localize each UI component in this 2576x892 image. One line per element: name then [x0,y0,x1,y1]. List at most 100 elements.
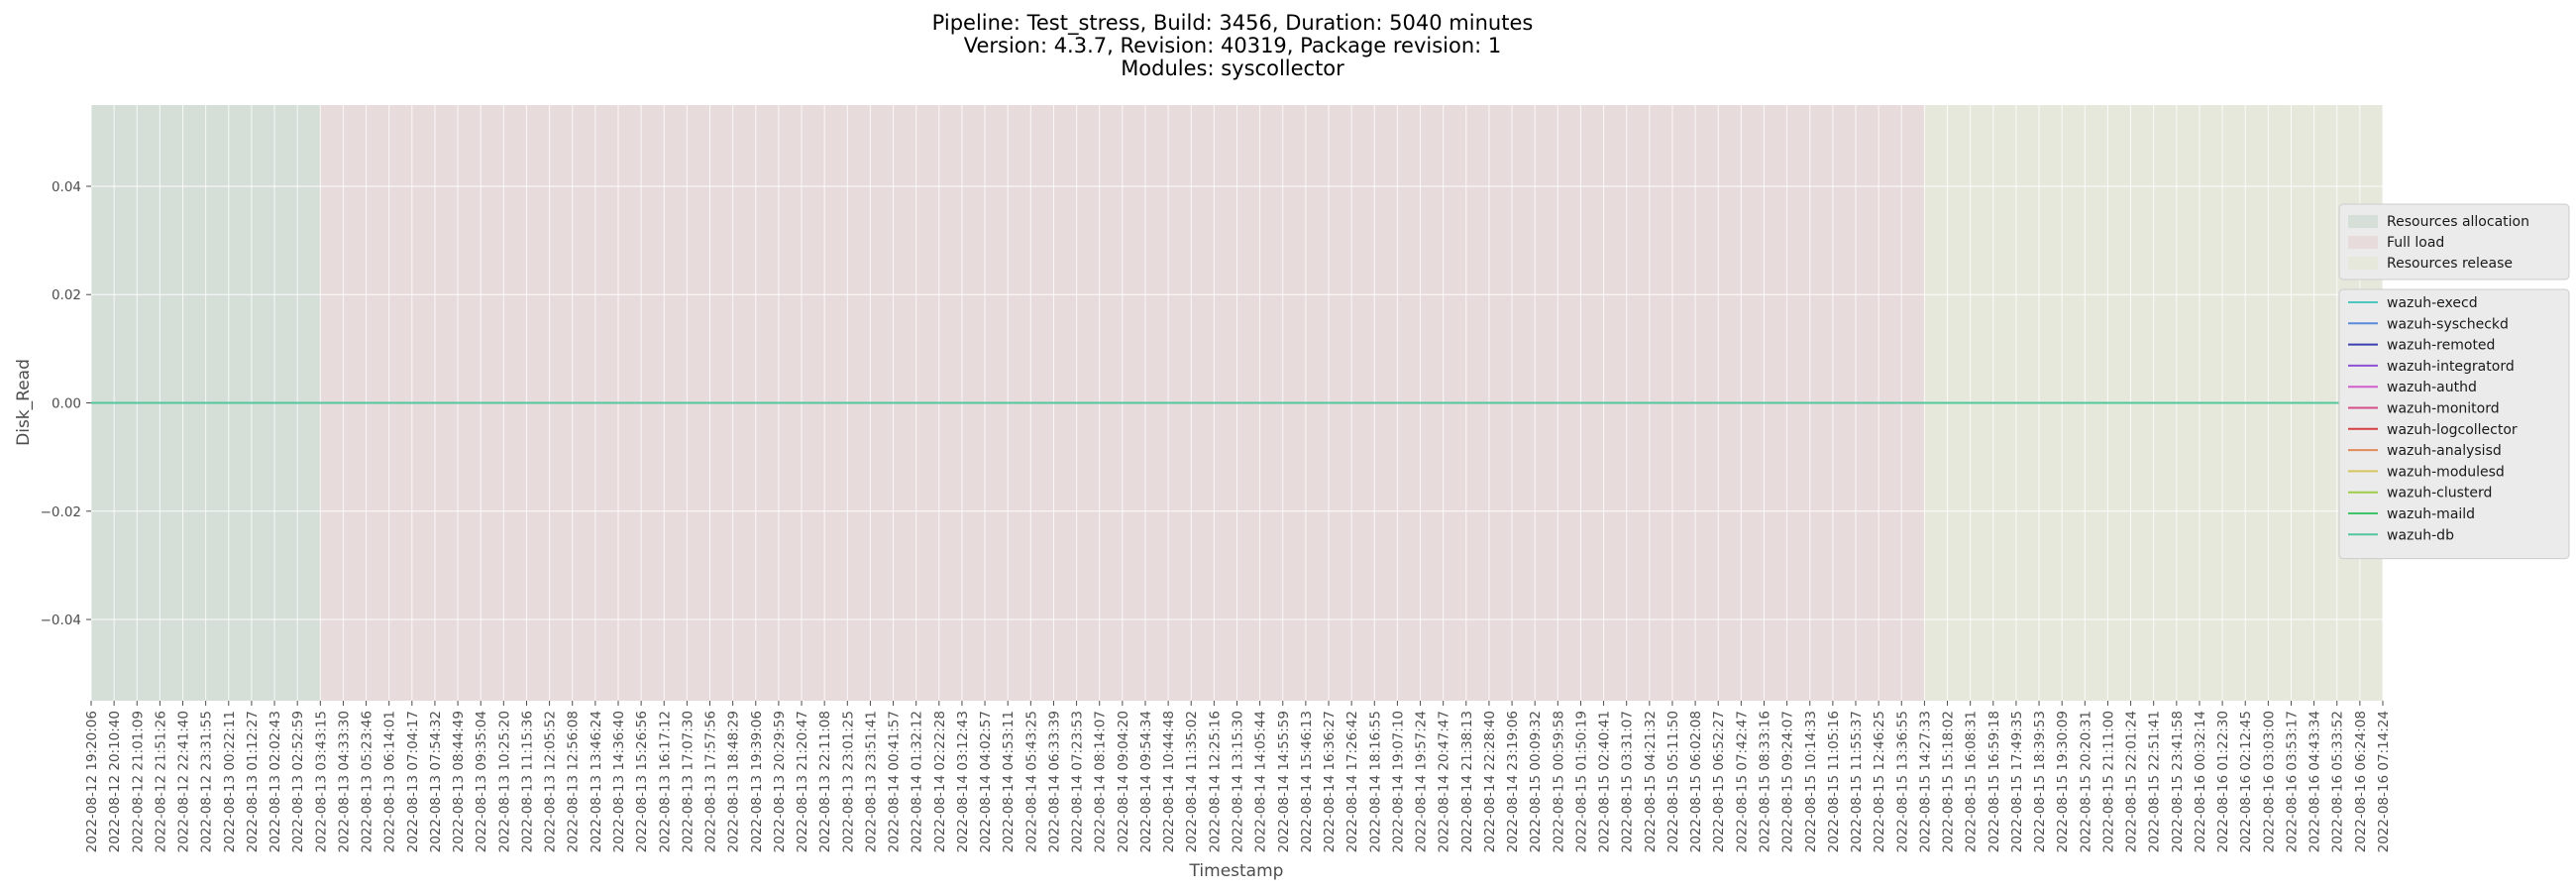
x-tick-label: 2022-08-13 19:39:06 [749,711,765,852]
x-tick-label: 2022-08-14 01:32:12 [910,711,925,852]
title-line-1: Pipeline: Test_stress, Build: 3456, Dura… [932,11,1534,36]
x-tick-label: 2022-08-15 22:01:24 [2124,711,2140,852]
x-tick-label: 2022-08-13 05:23:46 [360,711,376,852]
x-tick-label: 2022-08-13 16:17:12 [657,711,673,852]
x-tick-label: 2022-08-16 06:24:08 [2353,711,2369,852]
x-tick-label: 2022-08-14 21:38:13 [1459,711,1475,852]
x-tick-label: 2022-08-14 14:55:59 [1276,711,1292,852]
x-tick-label: 2022-08-12 21:51:26 [153,711,168,852]
x-tick-label: 2022-08-13 01:12:27 [245,711,261,852]
x-tick-label: 2022-08-15 12:46:25 [1872,711,1887,852]
x-tick-label: 2022-08-15 21:11:00 [2100,711,2116,852]
x-tick-label: 2022-08-14 07:23:53 [1070,711,1086,852]
x-axis-label: Timestamp [1189,861,1284,881]
x-tick-label: 2022-08-13 07:04:17 [405,711,421,852]
x-tick-label: 2022-08-15 05:11:50 [1665,711,1681,852]
legend-series-label: wazuh-integratord [2387,359,2515,375]
x-tick-label: 2022-08-13 12:05:52 [543,711,559,852]
legend-series-label: wazuh-execd [2387,295,2478,311]
x-tick-label: 2022-08-14 19:07:10 [1390,711,1406,852]
legend-phase-label: Full load [2387,235,2444,251]
x-tick-label: 2022-08-15 16:59:18 [1986,711,2002,852]
x-tick-label: 2022-08-13 13:46:24 [589,711,604,852]
x-tick-label: 2022-08-14 11:35:02 [1184,711,1200,852]
x-tick-label: 2022-08-14 13:15:30 [1231,711,1246,852]
x-tick-label: 2022-08-12 22:41:40 [176,711,192,852]
legend-phase-swatch [2348,257,2378,270]
x-tick-label: 2022-08-13 10:25:20 [496,711,512,852]
x-tick-label: 2022-08-13 23:01:25 [840,711,856,852]
x-tick-label: 2022-08-15 09:24:07 [1780,711,1796,852]
x-tick-label: 2022-08-14 18:16:55 [1367,711,1383,852]
x-tick-label: 2022-08-12 19:20:06 [84,711,100,852]
x-axis-ticks: 2022-08-12 19:20:06 2022-08-12 20:10:40 20… [84,701,2392,852]
x-tick-label: 2022-08-14 10:44:48 [1161,711,1177,852]
title-line-2: Version: 4.3.7, Revision: 40319, Package… [964,34,1502,57]
x-tick-label: 2022-08-15 03:31:07 [1620,711,1636,852]
x-tick-label: 2022-08-15 00:59:58 [1551,711,1566,852]
x-tick-label: 2022-08-14 22:28:40 [1482,711,1498,852]
x-tick-label: 2022-08-16 04:43:34 [2308,711,2323,852]
x-tick-label: 2022-08-15 04:21:32 [1643,711,1659,852]
x-tick-label: 2022-08-13 11:15:36 [519,711,535,852]
x-tick-label: 2022-08-13 08:44:49 [451,711,467,852]
x-tick-label: 2022-08-15 23:41:58 [2170,711,2186,852]
legend-series-label: wazuh-analysisd [2387,443,2502,459]
x-tick-label: 2022-08-13 14:36:40 [611,711,627,852]
legend-series-box [2338,288,2570,560]
x-tick-label: 2022-08-13 15:26:56 [634,711,650,852]
x-tick-label: 2022-08-13 09:35:04 [474,711,489,852]
x-tick-label: 2022-08-14 06:33:39 [1046,711,1062,852]
x-tick-label: 2022-08-15 07:42:47 [1734,711,1750,852]
x-tick-label: 2022-08-12 21:01:09 [130,711,146,852]
x-tick-label: 2022-08-16 03:53:17 [2284,711,2300,852]
x-tick-label: 2022-08-15 10:14:33 [1803,711,1819,852]
x-tick-label: 2022-08-14 09:04:20 [1116,711,1131,852]
x-tick-label: 2022-08-13 23:51:41 [863,711,879,852]
legend-series-label: wazuh-syscheckd [2387,316,2509,332]
x-tick-label: 2022-08-14 17:26:42 [1344,711,1360,852]
x-tick-label: 2022-08-13 07:54:32 [428,711,444,852]
x-tick-label: 2022-08-13 18:48:29 [726,711,742,852]
legend-series: wazuh-execd wazuh-syscheckd wazuh-remoted w… [2338,288,2570,560]
x-tick-label: 2022-08-15 19:30:09 [2055,711,2071,852]
x-tick-label: 2022-08-15 02:40:41 [1597,711,1613,852]
legend-phase-swatch [2348,215,2378,228]
x-tick-label: 2022-08-12 23:31:55 [199,711,215,852]
x-tick-label: 2022-08-16 02:12:45 [2238,711,2254,852]
x-tick-label: 2022-08-15 08:33:16 [1757,711,1772,852]
legend-phases-box [2338,203,2570,280]
x-tick-label: 2022-08-15 01:50:19 [1573,711,1589,852]
x-tick-label: 2022-08-13 21:20:47 [795,711,810,852]
y-tick-label: −0.04 [41,613,81,628]
x-tick-label: 2022-08-14 20:47:47 [1437,711,1452,852]
x-tick-label: 2022-08-15 16:08:31 [1964,711,1980,852]
y-tick-label: 0.00 [52,396,81,412]
x-tick-label: 2022-08-16 03:03:00 [2261,711,2277,852]
x-tick-label: 2022-08-13 06:14:01 [382,711,398,852]
x-tick-label: 2022-08-13 17:57:56 [703,711,719,852]
x-tick-label: 2022-08-15 22:51:41 [2147,711,2163,852]
x-tick-label: 2022-08-14 19:57:24 [1414,711,1430,852]
x-tick-label: 2022-08-14 00:41:57 [887,711,903,852]
legend-series-label: wazuh-monitord [2387,401,2500,417]
x-tick-label: 2022-08-16 01:22:30 [2215,711,2231,852]
x-tick-label: 2022-08-15 00:09:32 [1528,711,1544,852]
x-tick-label: 2022-08-14 03:12:43 [955,711,971,852]
legend-phase-label: Resources release [2387,256,2513,272]
title-line-3: Modules: syscollector [1121,56,1344,80]
x-tick-label: 2022-08-13 04:33:30 [336,711,352,852]
x-tick-label: 2022-08-14 04:53:11 [1001,711,1017,852]
x-tick-label: 2022-08-13 20:29:59 [772,711,788,852]
x-tick-label: 2022-08-15 11:55:37 [1849,711,1865,852]
legend-series-label: wazuh-modulesd [2387,464,2505,480]
x-tick-label: 2022-08-14 04:02:57 [978,711,994,852]
x-tick-label: 2022-08-14 12:25:16 [1207,711,1223,852]
legend-series-label: wazuh-maild [2387,506,2475,522]
x-tick-label: 2022-08-14 09:54:34 [1138,711,1154,852]
x-tick-label: 2022-08-14 02:22:28 [932,711,948,852]
x-tick-label: 2022-08-15 06:52:27 [1711,711,1727,852]
legend-series-label: wazuh-clusterd [2387,486,2492,502]
x-tick-label: 2022-08-13 17:07:30 [680,711,696,852]
